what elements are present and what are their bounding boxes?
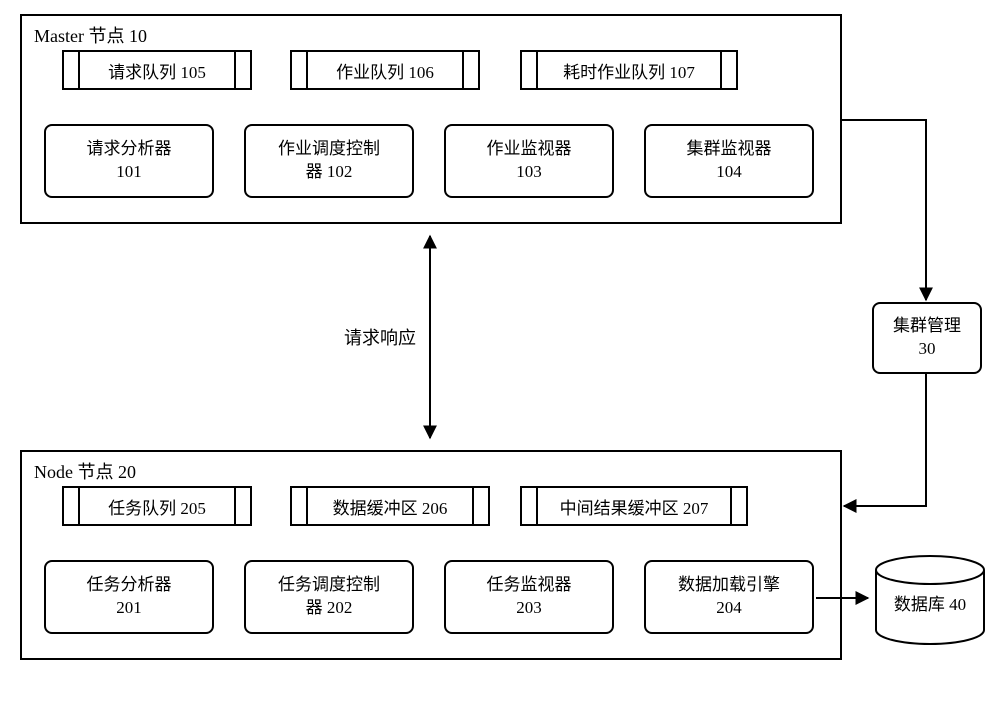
diagram-canvas: Master 节点 10 请求队列 105 作业队列 106 耗时作业队列 10…: [0, 0, 1000, 716]
databuf-queue-label: 数据缓冲区 206: [333, 494, 448, 519]
job-queue: 作业队列 106: [290, 50, 480, 90]
midbuf-queue-label: 中间结果缓冲区 207: [560, 494, 709, 519]
task-queue: 任务队列 205: [62, 486, 252, 526]
databuf-queue: 数据缓冲区 206: [290, 486, 490, 526]
slowjob-queue-label: 耗时作业队列 107: [563, 58, 695, 83]
database-label: 数据库 40: [880, 590, 980, 615]
job-queue-label: 作业队列 106: [336, 58, 434, 83]
cluster-monitor: 集群监视器 104: [644, 124, 814, 198]
task-queue-label: 任务队列 205: [108, 494, 206, 519]
midbuf-queue: 中间结果缓冲区 207: [520, 486, 748, 526]
task-analyzer: 任务分析器 201: [44, 560, 214, 634]
job-monitor: 作业监视器 103: [444, 124, 614, 198]
request-analyzer: 请求分析器 101: [44, 124, 214, 198]
master-title: Master 节点 10: [34, 22, 147, 48]
node-title: Node 节点 20: [34, 458, 136, 484]
task-monitor: 任务监视器 203: [444, 560, 614, 634]
job-scheduler: 作业调度控制 器 102: [244, 124, 414, 198]
slowjob-queue: 耗时作业队列 107: [520, 50, 738, 90]
request-queue: 请求队列 105: [62, 50, 252, 90]
data-loader: 数据加载引擎 204: [644, 560, 814, 634]
cluster-management: 集群管理 30: [872, 302, 982, 374]
task-scheduler: 任务调度控制 器 202: [244, 560, 414, 634]
request-response-label: 请求响应: [344, 324, 416, 350]
request-queue-label: 请求队列 105: [108, 58, 206, 83]
